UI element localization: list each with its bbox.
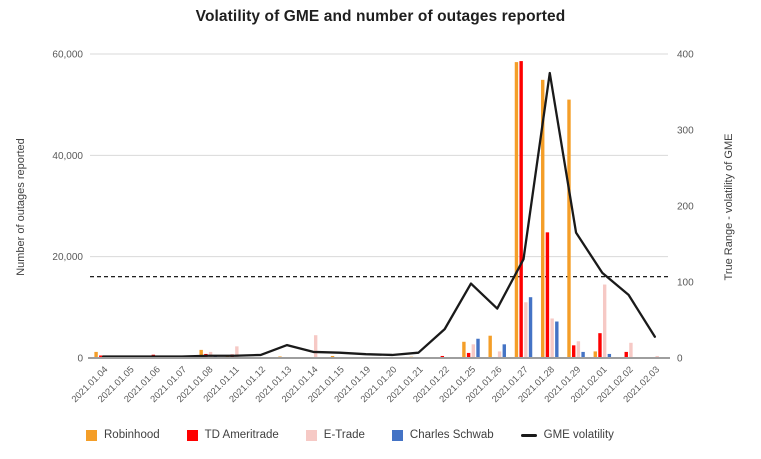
legend-item-robinhood: Robinhood: [86, 429, 160, 441]
bar-e-trade: [576, 341, 581, 358]
legend-item-e-trade: E-Trade: [305, 429, 365, 441]
bar-robinhood: [514, 62, 519, 359]
bar-charles-schwab: [607, 353, 612, 358]
bar-td-ameritrade: [545, 232, 550, 358]
chart-title: Volatility of GME and number of outages …: [195, 8, 566, 25]
bar-td-ameritrade: [624, 351, 628, 358]
bar-robinhood: [94, 351, 98, 358]
bar-td-ameritrade: [598, 333, 602, 358]
legend-item-charles-schwab: Charles Schwab: [391, 429, 494, 441]
chart-legend: Robinhood TD Ameritrade E-Trade Charles Sch…: [86, 429, 614, 441]
bar-charles-schwab: [476, 338, 480, 358]
legend-swatch: [86, 429, 97, 441]
bar-robinhood: [199, 349, 203, 358]
legend-swatch: [305, 429, 317, 441]
bar-robinhood: [567, 99, 571, 358]
bar-charles-schwab: [502, 344, 506, 358]
legend-line-marker: [520, 433, 537, 437]
bar-e-trade: [313, 335, 318, 358]
legend-swatch: [391, 429, 403, 441]
bar-e-trade: [602, 284, 607, 358]
bar-robinhood: [593, 351, 597, 358]
bar-td-ameritrade: [466, 352, 471, 358]
right-axis-tick: 200: [677, 202, 694, 213]
bar-e-trade: [629, 342, 633, 358]
left-axis-tick: 40,000: [52, 151, 83, 162]
left-axis-tick: 60,000: [52, 50, 83, 61]
legend-label: TD Ameritrade: [204, 429, 279, 441]
bar-charles-schwab: [555, 321, 559, 358]
legend-swatch: [186, 429, 198, 441]
legend-item-td-ameritrade: TD Ameritrade: [186, 429, 279, 441]
bar-charles-schwab: [581, 351, 585, 358]
bar-robinhood: [541, 79, 545, 358]
bar-e-trade: [497, 351, 502, 358]
bar-charles-schwab: [528, 297, 533, 358]
legend-label: GME volatility: [543, 429, 614, 441]
bar-e-trade: [235, 346, 239, 358]
volatility-line: [101, 71, 657, 358]
right-axis-tick: 400: [677, 50, 694, 61]
right-axis-tick: 100: [677, 278, 694, 289]
right-axis-tick: 0: [677, 354, 683, 365]
bar-e-trade: [655, 355, 659, 358]
bar-robinhood: [462, 341, 466, 358]
bar-robinhood: [330, 355, 335, 358]
left-axis-tick: 20,000: [52, 252, 83, 263]
bar-robinhood: [488, 335, 492, 358]
legend-label: Charles Schwab: [409, 429, 494, 441]
bar-td-ameritrade: [571, 345, 576, 358]
bar-td-ameritrade: [519, 61, 523, 359]
legend-label: E-Trade: [323, 429, 365, 441]
left-axis-tick: 0: [77, 354, 83, 365]
bar-e-trade: [550, 318, 554, 358]
bar-td-ameritrade: [99, 355, 103, 358]
legend-item-gme-volatility: GME volatility: [520, 429, 614, 441]
bar-e-trade: [471, 344, 476, 358]
legend-label: Robinhood: [104, 429, 160, 441]
bar-td-ameritrade: [440, 355, 445, 358]
right-axis-tick: 300: [677, 126, 694, 137]
bar-e-trade: [524, 302, 528, 358]
bar-robinhood: [225, 355, 230, 358]
